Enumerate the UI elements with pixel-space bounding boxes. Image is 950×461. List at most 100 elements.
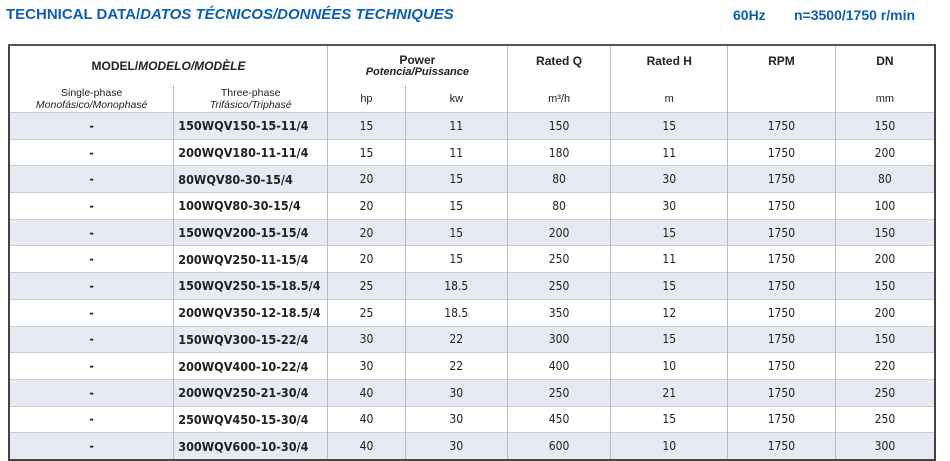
cell-three-phase: 200WQV250-21-30/4 xyxy=(173,378,329,407)
cell-dn: 150 xyxy=(834,325,936,353)
rated-q-unit: m³/h xyxy=(506,85,612,113)
table-body: -150WQV150-15-11/4 15 11 150 15 1750 150-200WQ… xyxy=(8,112,936,460)
cell-rated-q: 80 xyxy=(506,165,612,193)
cell-rated-h: 15 xyxy=(610,325,729,353)
model-header: MODEL/MODELO/MODÈLE xyxy=(8,45,329,85)
single-phase-sub: Monofásico/Monophasé xyxy=(35,98,148,111)
cell-dn: 80 xyxy=(834,165,936,193)
cell-dn: 100 xyxy=(834,192,936,220)
cell-rated-h: 10 xyxy=(610,352,729,380)
table-row: -200WQV250-11-15/4 20 15 250 11 1750 200 xyxy=(8,245,936,273)
cell-rpm: 1750 xyxy=(727,432,836,460)
cell-rpm: 1750 xyxy=(727,245,836,273)
cell-hp: 15 xyxy=(327,112,406,140)
cell-rpm: 1750 xyxy=(727,298,836,326)
three-phase-label: Three-phase xyxy=(220,86,281,99)
cell-three-phase: 150WQV250-15-18.5/4 xyxy=(173,272,329,300)
cell-dn: 200 xyxy=(834,298,936,326)
cell-rated-q: 250 xyxy=(506,245,612,273)
cell-three-phase: 200WQV250-11-15/4 xyxy=(173,245,329,273)
cell-single-phase: - xyxy=(8,138,175,166)
cell-three-phase: 80WQV80-30-15/4 xyxy=(173,165,329,193)
single-phase-header: Single-phase Monofásico/Monophasé xyxy=(8,85,175,113)
hp-unit: hp xyxy=(327,85,406,113)
cell-kw: 22 xyxy=(404,352,508,380)
cell-rated-q: 300 xyxy=(506,325,612,353)
table-row: -100WQV80-30-15/4 20 15 80 30 1750 100 xyxy=(8,192,936,220)
cell-hp: 40 xyxy=(327,405,406,433)
cell-rated-q: 250 xyxy=(506,272,612,300)
cell-single-phase: - xyxy=(8,192,175,220)
cell-kw: 30 xyxy=(404,432,508,460)
cell-rpm: 1750 xyxy=(727,138,836,166)
cell-three-phase: 250WQV450-15-30/4 xyxy=(173,405,329,433)
cell-single-phase: - xyxy=(8,432,175,460)
cell-hp: 20 xyxy=(327,218,406,246)
table-row: -150WQV150-15-11/4 15 11 150 15 1750 150 xyxy=(8,112,936,140)
cell-rated-q: 150 xyxy=(506,112,612,140)
cell-single-phase: - xyxy=(8,165,175,193)
cell-hp: 20 xyxy=(327,245,406,273)
cell-kw: 30 xyxy=(404,405,508,433)
cell-rated-h: 15 xyxy=(610,405,729,433)
rpm-unit xyxy=(727,85,836,113)
table-row: -200WQV350-12-18.5/4 25 18.5 350 12 1750 200 xyxy=(8,298,936,326)
cell-three-phase: 150WQV150-15-11/4 xyxy=(173,112,329,140)
power-header: Power Potencia/Puissance xyxy=(327,45,508,85)
cell-kw: 30 xyxy=(404,378,508,407)
dn-header: DN xyxy=(834,45,936,85)
cell-kw: 18.5 xyxy=(404,272,508,300)
cell-rpm: 1750 xyxy=(727,352,836,380)
frequency: 60Hz xyxy=(733,7,766,23)
cell-hp: 20 xyxy=(327,165,406,193)
cell-rpm: 1750 xyxy=(727,405,836,433)
cell-rated-h: 15 xyxy=(610,272,729,300)
rated-q-header: Rated Q xyxy=(506,45,612,85)
model-plain: MODEL/ xyxy=(91,58,139,73)
cell-three-phase: 150WQV200-15-15/4 xyxy=(173,218,329,246)
table-row: -150WQV200-15-15/4 20 15 200 15 1750 150 xyxy=(8,218,936,246)
cell-three-phase: 200WQV350-12-18.5/4 xyxy=(173,298,329,326)
cell-dn: 200 xyxy=(834,245,936,273)
table-row: -80WQV80-30-15/4 20 15 80 30 1750 80 xyxy=(8,165,936,193)
three-phase-header: Three-phase Trifásico/Triphasé xyxy=(173,85,329,113)
cell-single-phase: - xyxy=(8,245,175,273)
kw-unit: kw xyxy=(404,85,508,113)
cell-hp: 30 xyxy=(327,352,406,380)
single-phase-label: Single-phase xyxy=(60,86,123,99)
cell-three-phase: 200WQV400-10-22/4 xyxy=(173,352,329,380)
power-sub: Potencia/Puissance xyxy=(365,65,470,78)
cell-kw: 15 xyxy=(404,192,508,220)
speed: n=3500/1750 r/min xyxy=(794,7,916,23)
table-row: -200WQV400-10-22/4 30 22 400 10 1750 220 xyxy=(8,352,936,380)
cell-rated-h: 11 xyxy=(610,138,729,166)
cell-kw: 22 xyxy=(404,325,508,353)
table-row: -200WQV180-11-11/4 15 11 180 11 1750 200 xyxy=(8,138,936,166)
cell-kw: 15 xyxy=(404,218,508,246)
cell-dn: 150 xyxy=(834,112,936,140)
cell-three-phase: 150WQV300-15-22/4 xyxy=(173,325,329,353)
cell-single-phase: - xyxy=(8,325,175,353)
cell-dn: 300 xyxy=(834,432,936,460)
cell-dn: 150 xyxy=(834,218,936,246)
three-phase-sub: Trifásico/Triphasé xyxy=(209,98,292,111)
cell-rated-h: 11 xyxy=(610,245,729,273)
cell-kw: 15 xyxy=(404,165,508,193)
cell-rated-h: 30 xyxy=(610,165,729,193)
rpm-header: RPM xyxy=(727,45,836,85)
table-row: -200WQV250-21-30/4 40 30 250 21 1750 250 xyxy=(8,378,936,407)
cell-three-phase: 200WQV180-11-11/4 xyxy=(173,138,329,166)
cell-rated-q: 600 xyxy=(506,432,612,460)
cell-hp: 40 xyxy=(327,378,406,407)
cell-rpm: 1750 xyxy=(727,192,836,220)
cell-rpm: 1750 xyxy=(727,218,836,246)
title-italic: DATOS TÉCNICOS/DONNÉES TECHNIQUES xyxy=(140,6,454,23)
cell-three-phase: 300WQV600-10-30/4 xyxy=(173,432,329,460)
cell-rated-h: 15 xyxy=(610,112,729,140)
cell-kw: 18.5 xyxy=(404,298,508,326)
title-plain: TECHNICAL DATA/ xyxy=(6,6,141,23)
cell-hp: 25 xyxy=(327,272,406,300)
table-row: -150WQV300-15-22/4 30 22 300 15 1750 150 xyxy=(8,325,936,353)
table-row: -300WQV600-10-30/4 40 30 600 10 1750 300 xyxy=(8,432,936,460)
cell-single-phase: - xyxy=(8,218,175,246)
